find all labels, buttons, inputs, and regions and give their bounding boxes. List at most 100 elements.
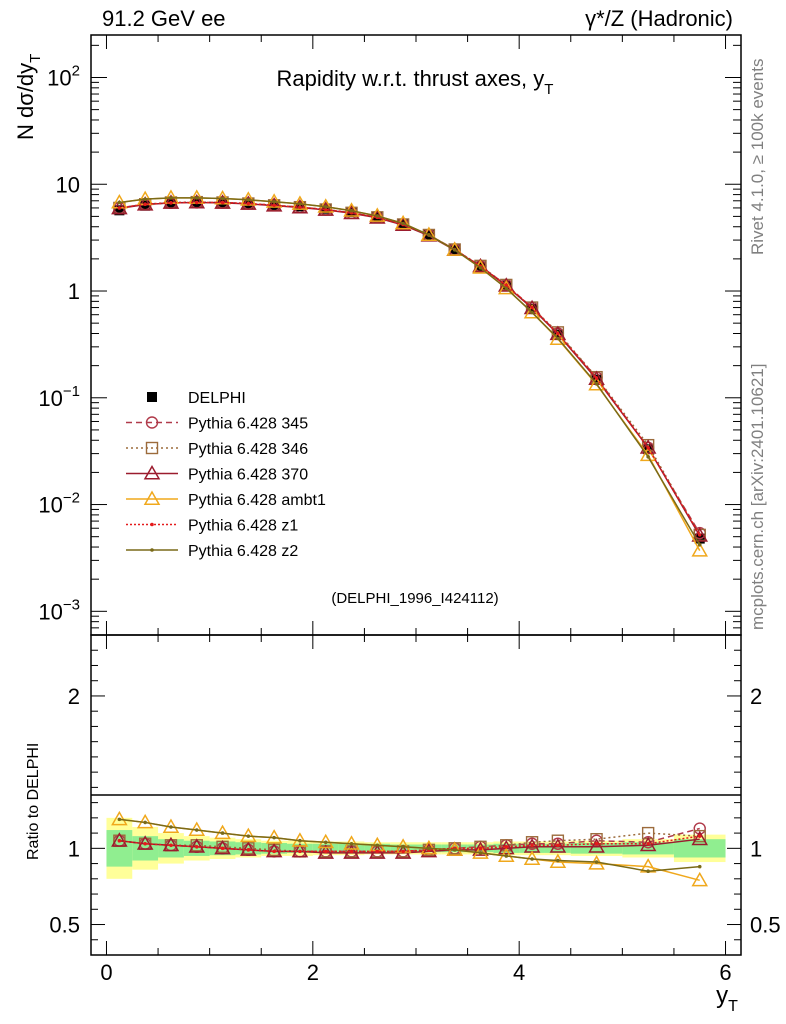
- ratio-band-inner: [570, 843, 623, 854]
- ratio-point-z2: [246, 834, 251, 838]
- main-point-z2: [194, 196, 199, 200]
- legend-marker-z2: [150, 548, 154, 552]
- main-point-z1: [298, 205, 302, 209]
- main-point-z2: [427, 233, 431, 237]
- ratio-series-z2: [117, 817, 702, 873]
- ratio-point-p370: [497, 839, 515, 855]
- ratio-point-z2: [530, 857, 534, 861]
- ratio-point-p370: [188, 838, 206, 853]
- main-y-tick-label: 10: [56, 172, 80, 197]
- ratio-band-inner: [287, 843, 313, 853]
- main-point-z2: [375, 214, 380, 218]
- legend-label-delphi: DELPHI: [188, 390, 246, 407]
- ratio-point-p346: [525, 836, 539, 849]
- ratio-band-inner: [106, 830, 133, 867]
- main-point-z1: [169, 201, 173, 205]
- legend-entry-p346: Pythia 6.428 346: [126, 441, 308, 458]
- ratio-point-z2: [349, 841, 354, 846]
- ratio-point-z1: [594, 841, 599, 846]
- main-point-z2: [349, 208, 354, 213]
- ratio-point-z2: [323, 840, 328, 845]
- ratio-point-z2: [375, 843, 380, 848]
- main-point-z2: [169, 196, 173, 200]
- ratio-point-p370: [549, 838, 567, 853]
- main-y-tick-label: 102: [47, 62, 80, 90]
- ratio-point-p370: [420, 842, 438, 858]
- ratio-point-z1: [349, 849, 354, 854]
- legend-marker-p346: [145, 441, 159, 455]
- ratio-point-z1: [194, 845, 199, 849]
- main-series-p370: [111, 193, 709, 542]
- ratio-x-tick-label: 4: [513, 960, 525, 985]
- ratio-y-tick-label: 2: [68, 684, 80, 709]
- ratio-point-z1: [504, 845, 509, 849]
- ratio-line-p345: [119, 827, 700, 853]
- main-point-z1: [194, 200, 199, 205]
- legend-entry-p345: Pythia 6.428 345: [126, 416, 308, 433]
- main-point-z2: [556, 336, 560, 341]
- ratio-point-z1: [646, 841, 650, 846]
- main-point-z2: [594, 382, 599, 386]
- main-point-z2: [478, 265, 483, 270]
- ratio-point-ambt1: [691, 871, 709, 887]
- header-process-label: γ*/Z (Hadronic): [585, 6, 733, 31]
- main-y-tick-label: 1: [68, 279, 80, 304]
- ratio-point-z1: [220, 846, 225, 851]
- ratio-point-z1: [556, 843, 560, 848]
- ratio-y-tick-label: 0.5: [49, 913, 80, 938]
- main-point-p370: [188, 193, 206, 209]
- mcplots-label: mcplots.cern.ch [arXiv:2401.10621]: [748, 364, 767, 630]
- ratio-x-tick-label: 2: [307, 960, 319, 985]
- legend-marker-delphi: [147, 392, 157, 402]
- main-y-tick-label: 10−2: [38, 490, 80, 518]
- ratio-point-z1: [375, 849, 380, 854]
- main-point-z1: [697, 533, 702, 537]
- main-point-z2: [272, 199, 276, 204]
- legend-entry-p370: Pythia 6.428 370: [126, 464, 308, 484]
- ratio-y-tick-label-right: 0.5: [750, 913, 781, 938]
- ratio-point-p346: [500, 839, 513, 852]
- main-point-z2: [401, 221, 405, 226]
- main-line-p370: [119, 201, 701, 537]
- main-point-z2: [504, 286, 509, 291]
- main-point-z2: [143, 197, 147, 201]
- ratio-point-p370: [472, 841, 489, 856]
- ratio-point-z2: [220, 831, 225, 835]
- ratio-band-inner: [261, 843, 288, 854]
- ratio-point-ambt1: [111, 810, 128, 826]
- ratio-point-p370: [691, 830, 709, 846]
- rivet-version-label: Rivet 4.1.0, ≥ 100k events: [748, 59, 767, 255]
- main-line-p346: [119, 201, 701, 536]
- ratio-point-z2: [646, 869, 650, 873]
- ratio-x-tick-label: 0: [100, 960, 112, 985]
- main-point-p370: [639, 439, 657, 454]
- ratio-point-z1: [143, 841, 147, 846]
- legend-marker-ambt1: [143, 490, 161, 505]
- main-point-delphi: [114, 205, 125, 216]
- main-point-z1: [220, 200, 225, 205]
- ratio-point-p370: [317, 844, 335, 859]
- main-point-z1: [556, 331, 560, 336]
- main-title: Rapidity w.r.t. thrust axes, yT: [277, 66, 554, 98]
- main-point-ambt1: [549, 330, 567, 346]
- ratio-point-z2: [272, 835, 276, 840]
- main-series-group: [111, 189, 709, 557]
- legend-entry-ambt1: Pythia 6.428 ambt1: [126, 490, 326, 509]
- ratio-point-z2: [143, 820, 147, 825]
- ratio-point-z1: [169, 843, 173, 848]
- main-point-z2: [117, 200, 122, 205]
- main-point-p370: [162, 194, 180, 209]
- ratio-point-z2: [427, 846, 431, 851]
- main-point-z1: [530, 305, 534, 310]
- ratio-point-z2: [117, 817, 122, 822]
- ratio-point-z2: [697, 864, 702, 869]
- main-point-p370: [317, 201, 335, 216]
- ratio-x-tick-label: 6: [719, 960, 731, 985]
- x-axis-label: yT: [716, 982, 738, 1015]
- main-point-z1: [272, 203, 276, 208]
- main-line-z1: [119, 201, 701, 536]
- ratio-band-inner: [312, 843, 339, 853]
- main-point-z1: [117, 206, 122, 210]
- ratio-band-inner: [544, 843, 571, 853]
